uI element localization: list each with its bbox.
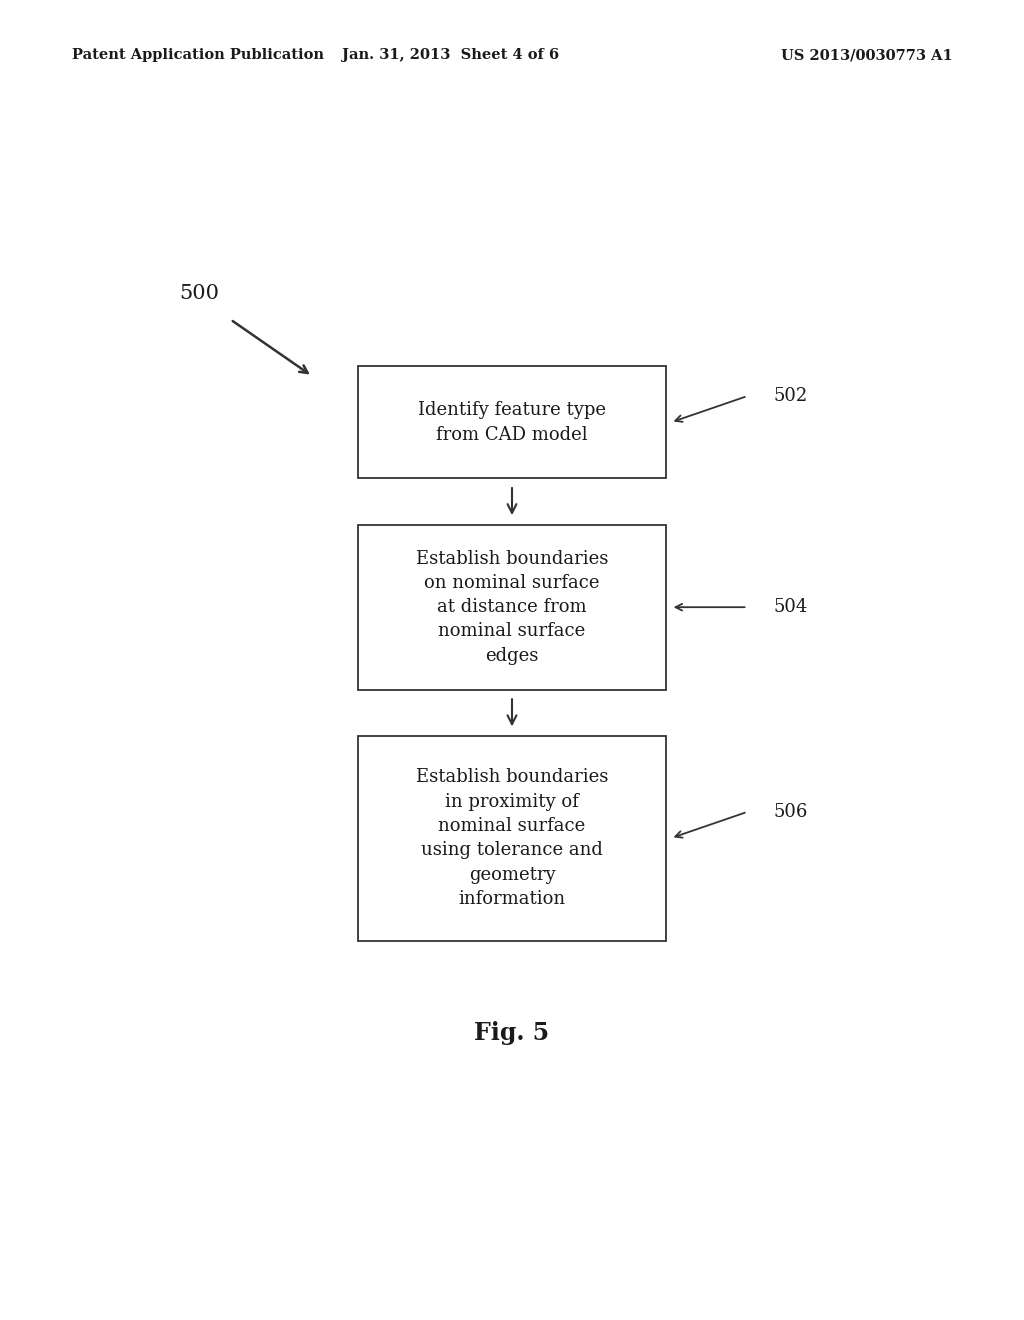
Text: 502: 502 (773, 387, 807, 405)
Bar (358, 524, 666, 689)
Bar (358, 737, 666, 940)
Text: US 2013/0030773 A1: US 2013/0030773 A1 (780, 49, 952, 62)
Text: Jan. 31, 2013  Sheet 4 of 6: Jan. 31, 2013 Sheet 4 of 6 (342, 49, 559, 62)
Text: 504: 504 (773, 598, 807, 616)
Text: Identify feature type
from CAD model: Identify feature type from CAD model (418, 401, 606, 444)
Text: Fig. 5: Fig. 5 (474, 1020, 550, 1045)
Text: Establish boundaries
in proximity of
nominal surface
using tolerance and
geometr: Establish boundaries in proximity of nom… (416, 768, 608, 908)
Text: 500: 500 (179, 284, 219, 302)
Text: 506: 506 (773, 803, 808, 821)
Bar (358, 366, 666, 478)
Text: Establish boundaries
on nominal surface
at distance from
nominal surface
edges: Establish boundaries on nominal surface … (416, 549, 608, 665)
Text: Patent Application Publication: Patent Application Publication (72, 49, 324, 62)
